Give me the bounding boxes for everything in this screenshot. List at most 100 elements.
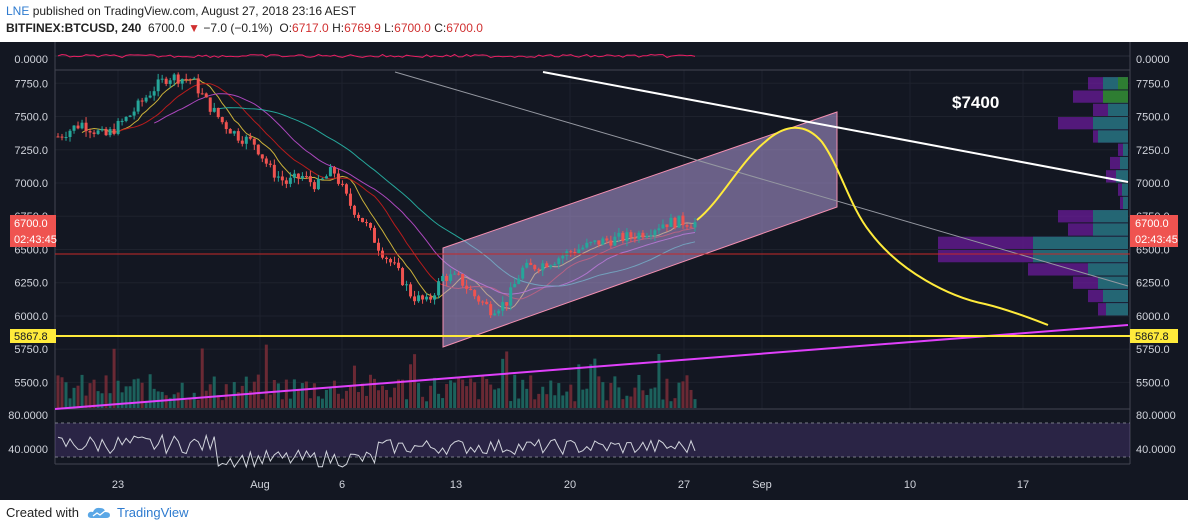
volume-bars [56, 344, 697, 408]
candle-body [364, 222, 368, 224]
close-value: 6700.0 [446, 21, 483, 35]
candle-body [665, 224, 669, 227]
candle-body [356, 214, 360, 218]
volume-bar [421, 396, 425, 408]
volume-bar [493, 389, 497, 408]
candle-body [397, 262, 401, 269]
volume-bar [517, 398, 521, 408]
open-value: 6717.0 [292, 21, 329, 35]
price-tick-label-right: 7500.0 [1136, 112, 1170, 124]
candle-body [501, 302, 505, 311]
rsi-tick-80-left: 80.0000 [8, 410, 48, 422]
volume-profile-bar-up [1093, 210, 1128, 223]
ohlc-line: BITFINEX:BTCUSD, 240 6700.0 ▼ −7.0 (−0.1… [6, 21, 483, 35]
candle-body [340, 183, 344, 185]
volume-bar [437, 393, 441, 408]
price-tick-label-right: 7750.0 [1136, 78, 1170, 90]
candle-body [160, 78, 164, 80]
candle-body [557, 258, 561, 265]
candle-body [477, 296, 481, 302]
candle-body [509, 287, 513, 306]
candle-body [180, 78, 184, 84]
candle-body [144, 97, 148, 102]
resistance-trendline[interactable] [542, 71, 1129, 183]
volume-bar [56, 375, 60, 408]
volume-profile [938, 77, 1128, 316]
top-indicator-label-right: 0.0000 [1136, 54, 1170, 66]
candle-body [272, 164, 276, 178]
candle-body [413, 296, 417, 302]
volume-bar [525, 388, 529, 408]
volume-bar [300, 383, 304, 408]
volume-bar [581, 389, 585, 408]
volume-bar [445, 384, 449, 408]
candle-body [569, 251, 573, 253]
candle-body [445, 275, 449, 281]
volume-bar [132, 379, 136, 408]
candle-body [649, 235, 653, 237]
volume-bar [248, 390, 252, 408]
volume-bar [485, 378, 489, 408]
right-price-axis: 7750.07500.07250.07000.06750.06500.06250… [1136, 78, 1170, 389]
rising-trendline[interactable] [54, 324, 1129, 410]
volume-bar [188, 399, 192, 408]
volume-bar [64, 382, 68, 408]
candle-body [609, 240, 613, 246]
volume-bar [461, 379, 465, 408]
volume-bar [356, 392, 360, 408]
created-with-label: Created with [6, 505, 79, 520]
candle-body [385, 257, 389, 260]
candle-body [168, 80, 172, 84]
candle-body [60, 136, 64, 138]
volume-bar [84, 395, 88, 408]
volume-bar [501, 358, 505, 408]
candle-body [100, 128, 104, 131]
candle-body [108, 129, 112, 136]
time-tick-label: 13 [450, 479, 462, 491]
projection-curve[interactable] [696, 126, 1049, 326]
price-badge-right: 6700.0 02:43:45 [1130, 215, 1178, 247]
gray-trendline[interactable] [394, 71, 1129, 287]
volume-bar [629, 396, 633, 408]
candles [56, 72, 697, 318]
candle-body [176, 74, 180, 84]
volume-bar [320, 398, 324, 408]
volume-bar [212, 376, 216, 408]
price-chart[interactable]: $7400 7750.07500.07250.07000.06750.06500… [0, 42, 1188, 500]
volume-bar [148, 374, 152, 408]
candle-body [401, 268, 405, 286]
volume-profile-bar-green [1103, 90, 1128, 103]
candle-body [497, 310, 501, 314]
volume-bar [433, 377, 437, 408]
candle-body [232, 131, 236, 134]
candle-body [577, 249, 581, 254]
candle-body [156, 79, 160, 92]
volume-bar [661, 399, 665, 408]
volume-bar [449, 380, 453, 408]
volume-bar [689, 389, 693, 408]
candle-body [469, 288, 473, 291]
candle-body [405, 284, 409, 286]
author-link[interactable]: LNE [6, 4, 30, 18]
time-tick-label: 10 [904, 479, 916, 491]
volume-bar [693, 399, 697, 408]
candle-body [324, 176, 328, 179]
volume-bar [637, 374, 641, 408]
candle-body [172, 74, 176, 81]
change-down-icon: ▼ [188, 21, 200, 35]
candle-body [693, 222, 697, 228]
time-tick-label: 17 [1017, 479, 1029, 491]
candle-body [304, 176, 308, 178]
candle-body [677, 215, 681, 228]
candle-body [645, 236, 649, 238]
volume-bar [172, 394, 176, 408]
candle-body [112, 129, 116, 134]
volume-bar [625, 395, 629, 408]
candle-body [461, 273, 465, 286]
candle-body [260, 154, 264, 159]
price-tick-label-left: 7250.0 [14, 145, 48, 157]
price-tick-label-left: 5750.0 [14, 344, 48, 356]
candle-body [64, 136, 68, 138]
tradingview-link[interactable]: TradingView [116, 505, 189, 520]
volume-profile-bar-up [1123, 143, 1128, 156]
